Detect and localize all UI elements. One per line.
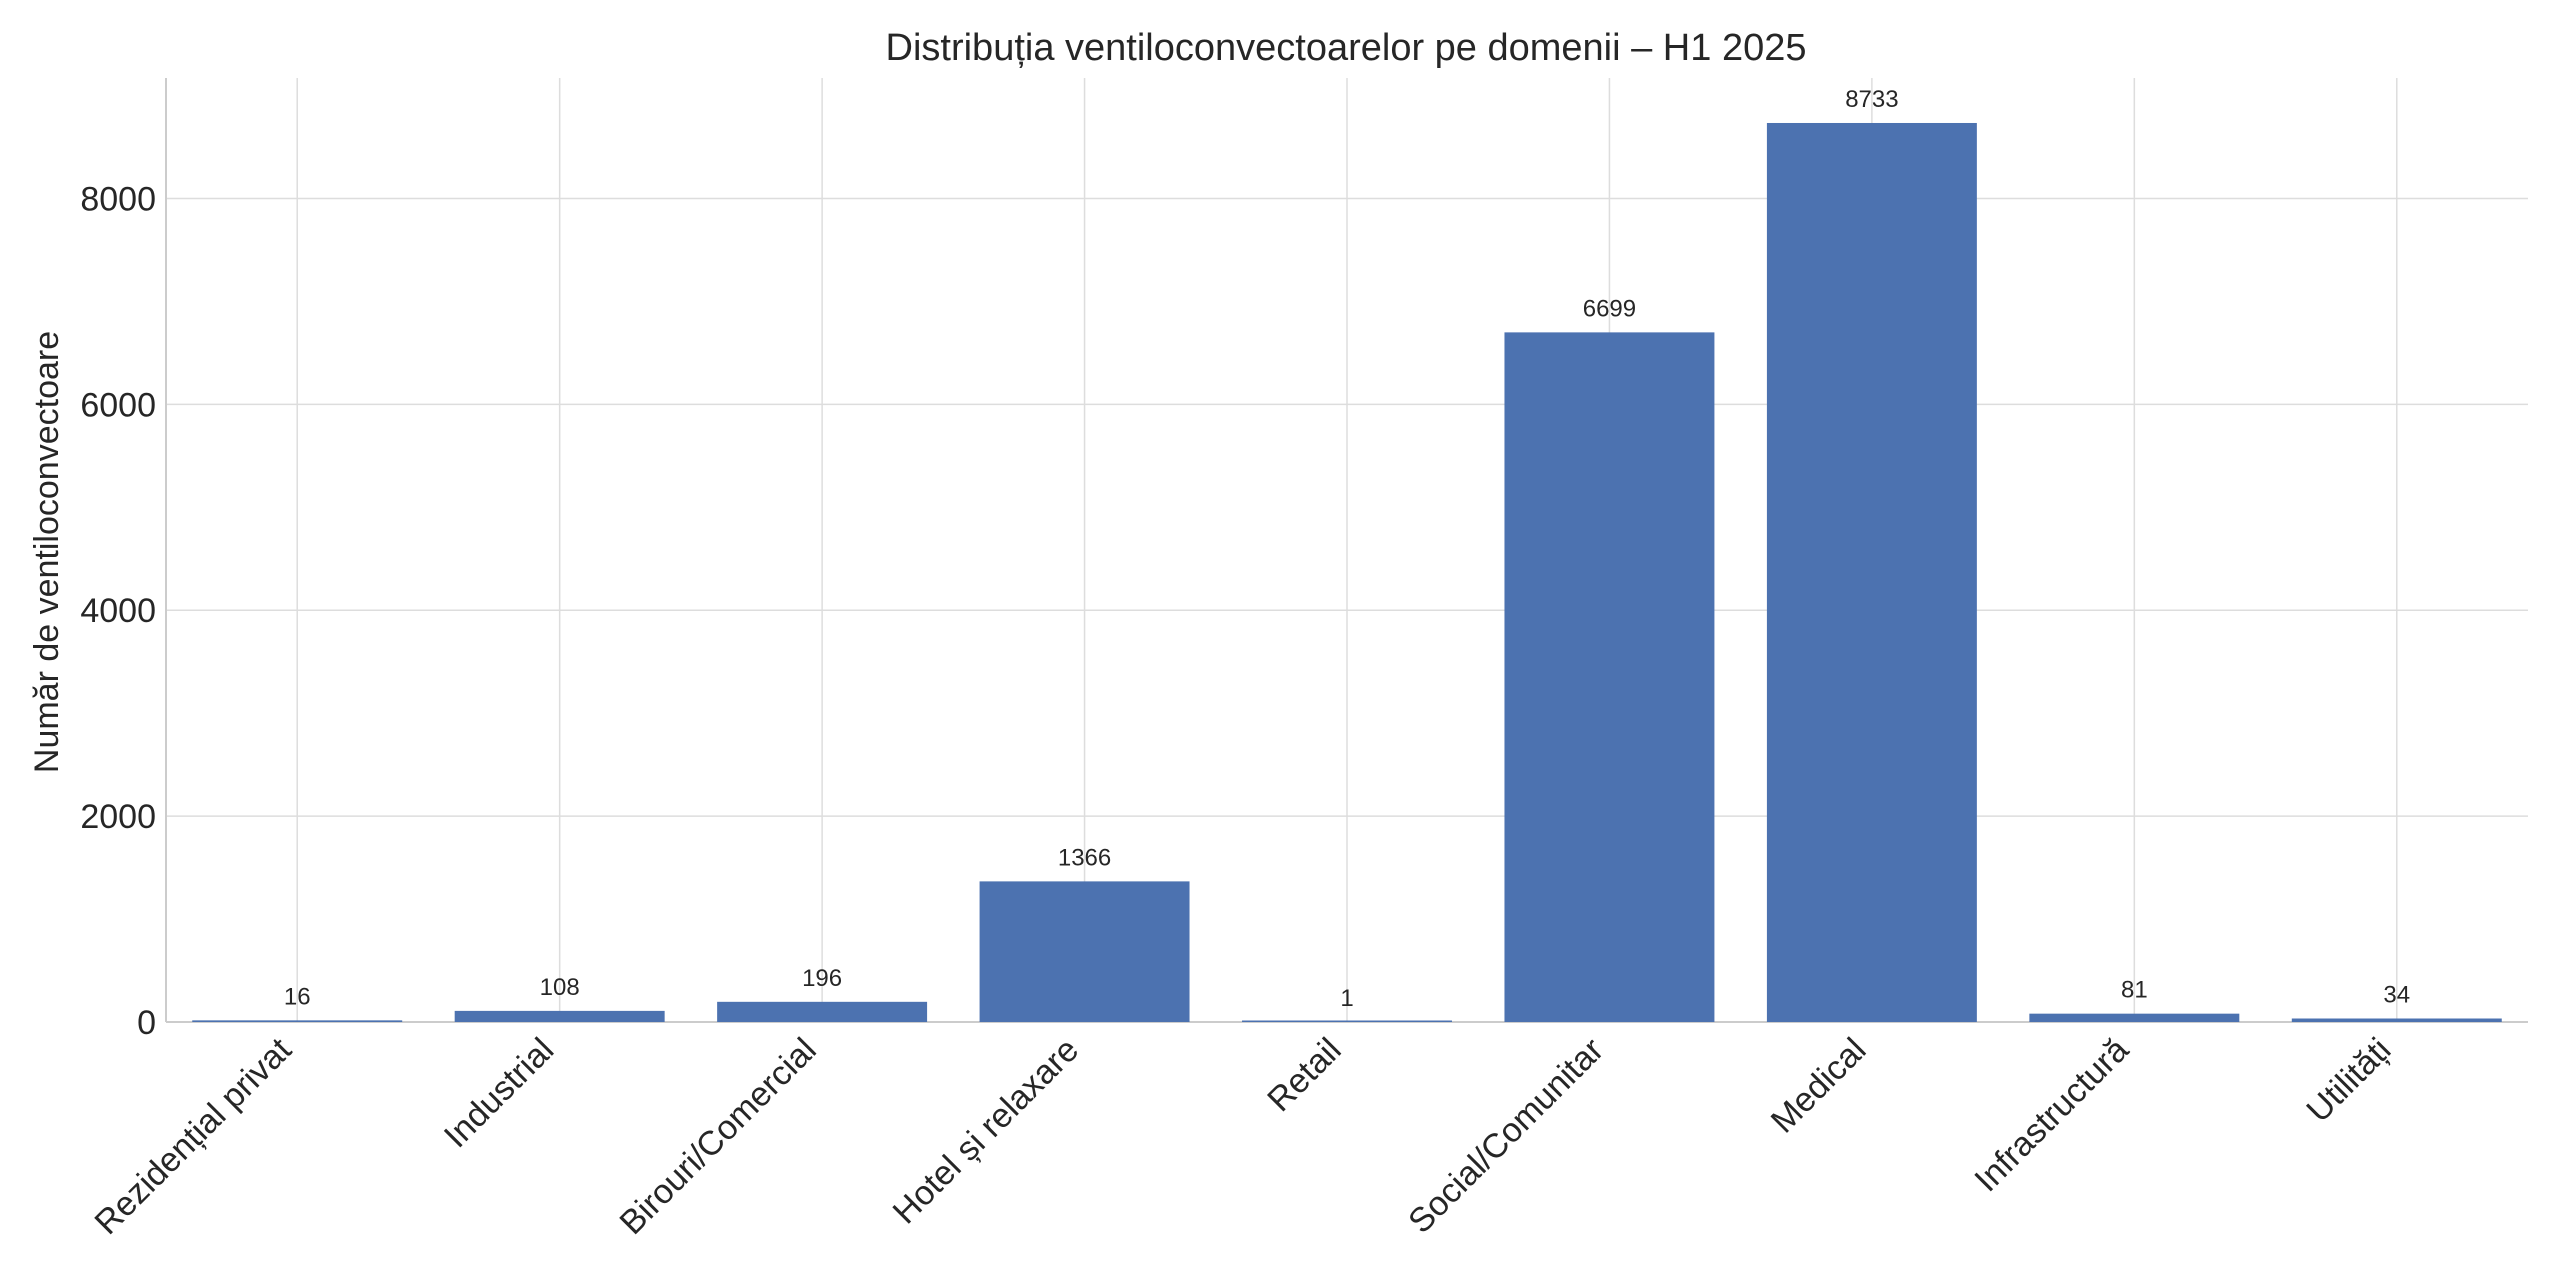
x-tick-label: Industrial: [437, 1031, 561, 1155]
bar: [2291, 1018, 2502, 1022]
bar: [1242, 1020, 1452, 1022]
x-tick-label: Infrastructură: [1967, 1031, 2136, 1200]
data-label: 196: [802, 965, 842, 992]
x-tick-label: Rezidențial privat: [88, 1030, 300, 1242]
bars-layer: [192, 122, 2502, 1022]
x-tick-label: Retail: [1260, 1031, 1348, 1119]
x-tick-label: Social/Comunitar: [1401, 1031, 1611, 1241]
data-labels-layer: 16 108 196 1366 1 6699 8733 81 34: [284, 86, 2410, 1012]
y-tick-label: 4000: [80, 592, 156, 630]
grid-layer: [166, 78, 2528, 1023]
y-tick-label: 0: [137, 1004, 156, 1042]
x-tick-labels: Rezidențial privat Industrial Birouri/Come…: [88, 1030, 2399, 1242]
bar: [1504, 332, 1715, 1022]
data-label: 108: [540, 974, 580, 1001]
y-tick-label: 6000: [80, 386, 156, 424]
y-tick-label: 2000: [80, 798, 156, 836]
data-label: 1: [1340, 985, 1353, 1012]
x-tick-label: Hotel și relaxare: [886, 1031, 1087, 1232]
chart-title: Distribuția ventiloconvectoarelor pe dom…: [886, 27, 1807, 69]
x-tick-label: Utilități: [2299, 1031, 2398, 1130]
bar: [454, 1010, 665, 1022]
bar: [192, 1020, 403, 1022]
data-label: 8733: [1845, 86, 1898, 113]
bar: [1766, 122, 1977, 1022]
x-tick-label: Medical: [1764, 1031, 1874, 1141]
y-axis-title: Număr de ventiloconvectoare: [28, 331, 66, 773]
y-tick-labels: 0 2000 4000 6000 8000: [80, 180, 156, 1042]
bar: [717, 1001, 928, 1022]
data-label: 6699: [1583, 295, 1636, 322]
data-label: 1366: [1058, 844, 1111, 871]
bar: [2029, 1013, 2240, 1022]
data-label: 34: [2383, 981, 2410, 1008]
bar: [979, 881, 1190, 1022]
data-label: 81: [2121, 977, 2148, 1004]
x-tick-label: Birouri/Comercial: [613, 1031, 824, 1242]
y-tick-label: 8000: [80, 180, 156, 218]
data-label: 16: [284, 983, 311, 1010]
